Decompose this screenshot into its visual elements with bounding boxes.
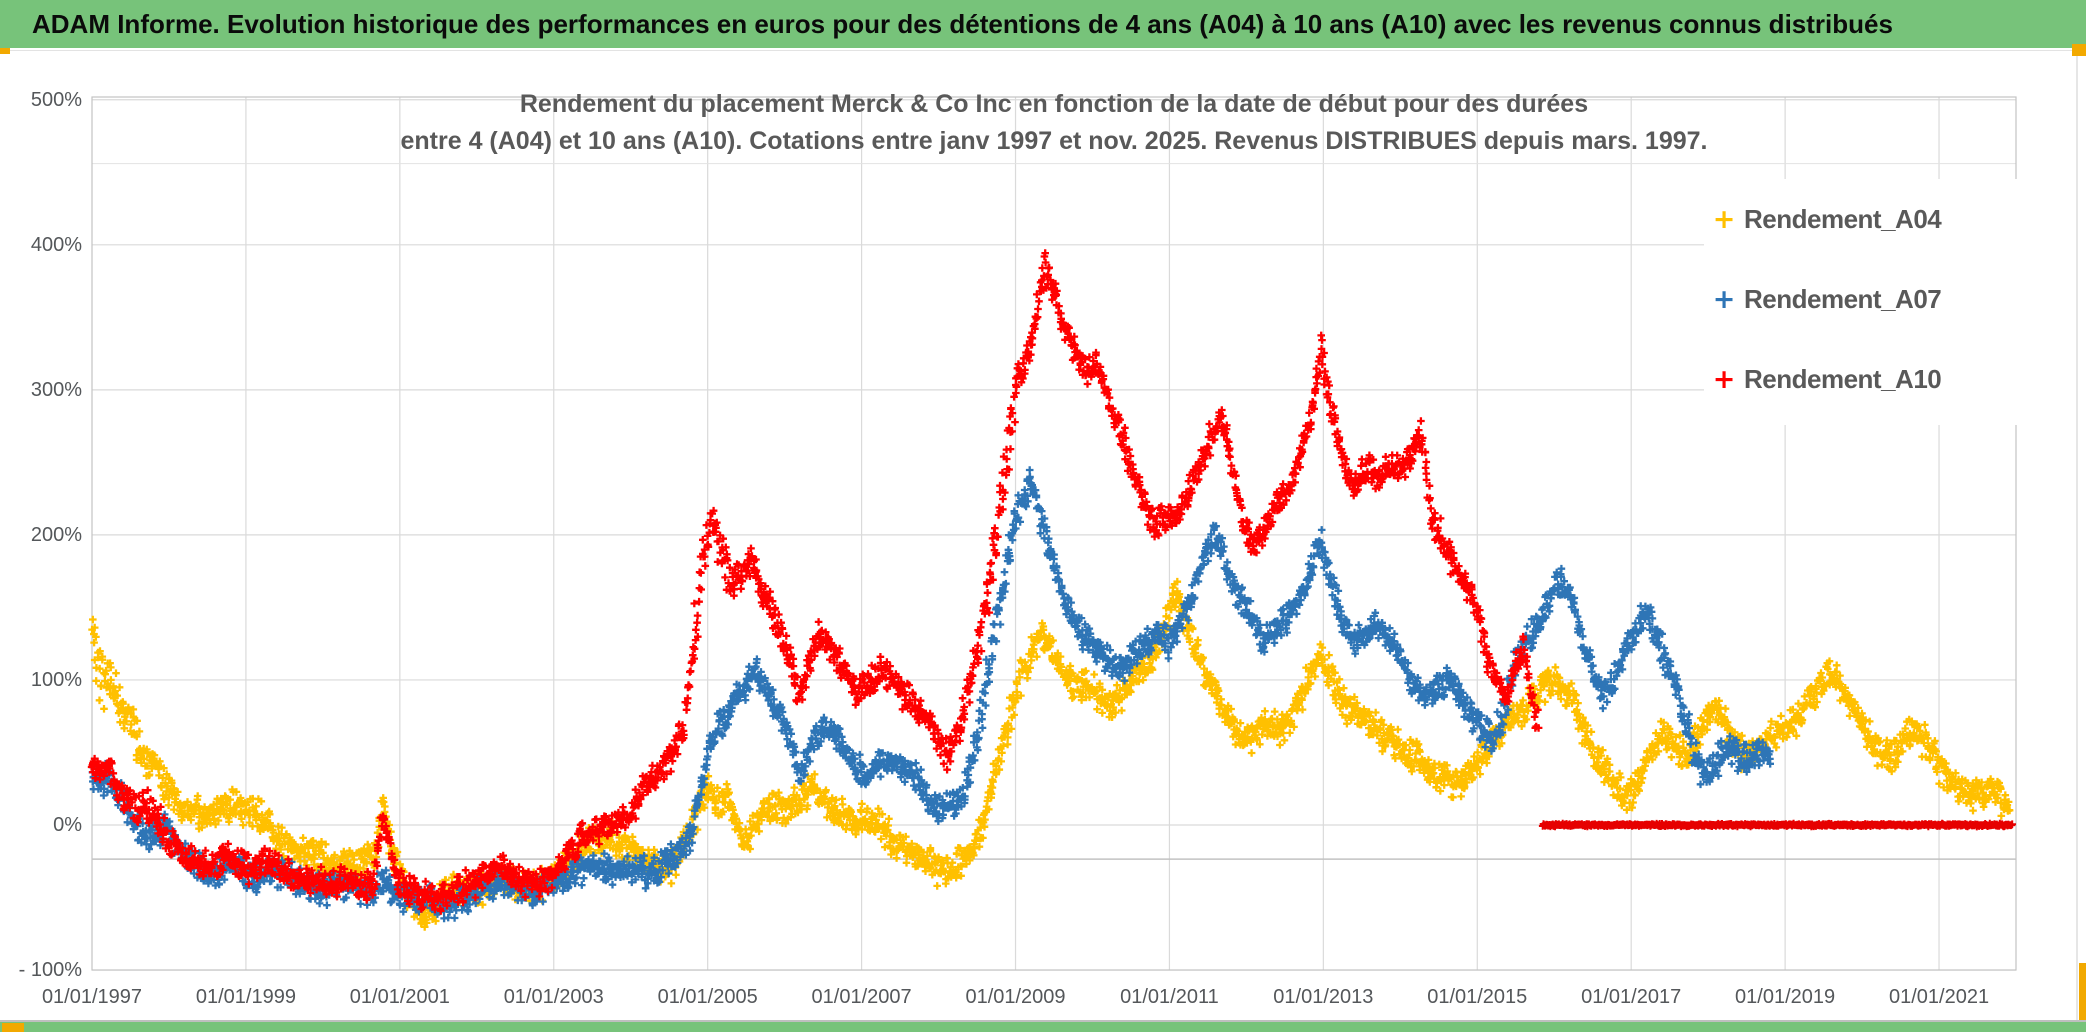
- accent-top-left: [0, 48, 10, 54]
- legend-item-a07: + Rendement_A07: [1704, 259, 2072, 339]
- plot-border: [91, 96, 2017, 971]
- x-tick-label: 01/01/1997: [41, 986, 143, 1008]
- legend-item-a04: + Rendement_A04: [1704, 179, 2072, 259]
- x-tick-label: 01/01/2009: [965, 986, 1066, 1008]
- bottom-green-bar: [0, 1022, 2086, 1032]
- report-banner: ADAM Informe. Evolution historique des p…: [0, 0, 2086, 48]
- x-tick-label: 01/01/2003: [503, 986, 604, 1008]
- y-tick-label: 400%: [30, 233, 82, 256]
- accent-top-right: [2072, 44, 2086, 56]
- y-tick-label: 0%: [53, 814, 82, 836]
- chart-title-line1: Rendement du placement Merck & Co Inc en…: [519, 90, 1589, 118]
- report-banner-text: ADAM Informe. Evolution historique des p…: [32, 9, 1893, 39]
- banner-divider: [0, 50, 2086, 51]
- x-tick-label: 01/01/2011: [1120, 986, 1219, 1008]
- plus-marker-icon: +: [1712, 203, 1736, 235]
- x-tick-label: 01/01/2005: [657, 986, 758, 1008]
- x-tick-label: 01/01/2013: [1273, 986, 1374, 1008]
- y-tick-label: 500%: [30, 88, 82, 111]
- y-tick-label: 300%: [30, 378, 82, 401]
- flat-zero-markers: [1538, 819, 2016, 831]
- chart-title-line2: entre 4 (A04) et 10 ans (A10). Cotations…: [400, 127, 1708, 155]
- x-tick-label: 01/01/2019: [1735, 986, 1836, 1008]
- y-tick-label: 100%: [30, 668, 82, 691]
- x-tick-label: 01/01/2017: [1581, 986, 1682, 1008]
- x-tick-label: 01/01/2007: [811, 986, 912, 1008]
- accent-bottom-left: [2, 1023, 24, 1032]
- legend-label: Rendement_A04: [1744, 203, 1942, 234]
- series-Rendement_A10: [87, 249, 1543, 915]
- legend-item-a10: + Rendement_A10: [1704, 339, 2072, 419]
- x-tick-label: 01/01/2001: [349, 986, 450, 1008]
- legend-label: Rendement_A07: [1744, 283, 1942, 314]
- x-tick-label: 01/01/2015: [1427, 986, 1528, 1008]
- bottom-divider: [0, 1020, 2086, 1022]
- x-tick-label: 01/01/2021: [1888, 986, 1990, 1008]
- x-tick-label: 01/01/1999: [195, 986, 296, 1008]
- series-Rendement_A04: [88, 577, 2014, 931]
- y-tick-label: - 100%: [18, 959, 82, 982]
- plus-marker-icon: +: [1712, 283, 1736, 315]
- plus-marker-icon: +: [1712, 363, 1736, 395]
- accent-right-strip: [2079, 963, 2086, 1032]
- chart-legend: + Rendement_A04 + Rendement_A07 + Rendem…: [1704, 179, 2072, 425]
- y-tick-label: 200%: [30, 523, 82, 546]
- legend-label: Rendement_A10: [1744, 363, 1942, 394]
